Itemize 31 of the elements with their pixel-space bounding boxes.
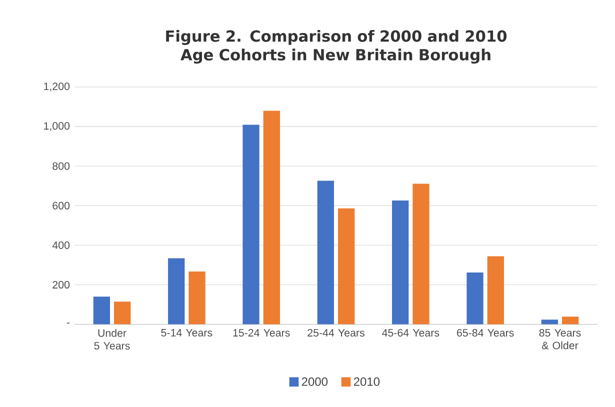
y-tick-label: 1,000 (44, 122, 70, 131)
bar (168, 258, 185, 324)
x-tick-label: 15-24 Years (233, 329, 290, 337)
x-tick-label: 65-84 Years (457, 329, 514, 337)
legend-label: 2010 (354, 377, 380, 386)
y-tick-label: - (66, 322, 70, 324)
bar (412, 184, 430, 324)
x-tick-label: 5-14 Years (161, 329, 212, 336)
x-tick-label: 25-44 Years (308, 329, 364, 337)
x-tick-label: 45-64 Years (382, 329, 440, 337)
bar (338, 208, 355, 324)
bar (541, 320, 558, 324)
x-tick-label: Under 5 Years (94, 329, 130, 350)
bar (487, 256, 504, 324)
bar (114, 302, 131, 324)
x-tick-label: 85 Years & Older (539, 329, 581, 350)
bar (263, 110, 280, 324)
y-tick-label: 800 (52, 162, 70, 170)
chart-title: Figure 2. Comparison of 2000 and 2010 Age Cohorts in New Britain Borough (166, 30, 507, 64)
bar (93, 296, 110, 324)
legend-label: 2000 (302, 377, 328, 386)
bar (242, 124, 260, 324)
bar (317, 180, 334, 324)
y-tick-label: 200 (52, 280, 70, 289)
bar (188, 272, 206, 324)
bar (562, 316, 579, 324)
y-tick-label: 1,200 (44, 82, 70, 92)
y-tick-label: 600 (52, 202, 70, 210)
bar (392, 200, 409, 324)
y-tick-label: 400 (52, 241, 70, 249)
bar (466, 272, 484, 324)
